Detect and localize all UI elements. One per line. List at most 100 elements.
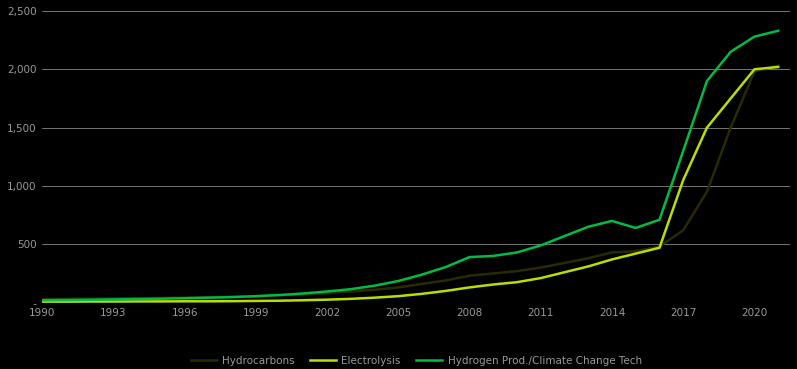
Hydrogen Prod./Climate Change Tech bbox=[678, 149, 688, 153]
Electrolysis bbox=[489, 282, 498, 287]
Electrolysis bbox=[275, 299, 285, 303]
Hydrogen Prod./Climate Change Tech bbox=[702, 79, 712, 83]
Hydrogen Prod./Climate Change Tech bbox=[180, 296, 190, 300]
Hydrogen Prod./Climate Change Tech bbox=[275, 293, 285, 297]
Electrolysis bbox=[108, 299, 118, 304]
Hydrocarbons bbox=[750, 69, 760, 74]
Hydrogen Prod./Climate Change Tech bbox=[583, 225, 593, 229]
Electrolysis bbox=[750, 67, 760, 72]
Hydrogen Prod./Climate Change Tech bbox=[394, 279, 403, 283]
Hydrogen Prod./Climate Change Tech bbox=[132, 297, 142, 301]
Electrolysis bbox=[203, 299, 213, 304]
Line: Hydrogen Prod./Climate Change Tech: Hydrogen Prod./Climate Change Tech bbox=[42, 31, 778, 300]
Electrolysis bbox=[559, 270, 569, 275]
Electrolysis bbox=[61, 299, 71, 304]
Electrolysis bbox=[37, 299, 47, 304]
Hydrocarbons bbox=[370, 287, 379, 292]
Electrolysis bbox=[536, 276, 545, 280]
Hydrogen Prod./Climate Change Tech bbox=[418, 272, 427, 277]
Hydrocarbons bbox=[583, 256, 593, 261]
Hydrogen Prod./Climate Change Tech bbox=[750, 34, 760, 39]
Hydrogen Prod./Climate Change Tech bbox=[84, 297, 94, 302]
Hydrogen Prod./Climate Change Tech bbox=[346, 287, 355, 292]
Electrolysis bbox=[180, 299, 190, 304]
Hydrogen Prod./Climate Change Tech bbox=[489, 254, 498, 258]
Hydrogen Prod./Climate Change Tech bbox=[156, 297, 166, 301]
Hydrogen Prod./Climate Change Tech bbox=[299, 291, 308, 296]
Legend: Hydrocarbons, Electrolysis, Hydrogen Prod./Climate Change Tech: Hydrocarbons, Electrolysis, Hydrogen Pro… bbox=[186, 352, 646, 369]
Electrolysis bbox=[702, 125, 712, 130]
Electrolysis bbox=[299, 298, 308, 303]
Hydrocarbons bbox=[607, 250, 617, 255]
Electrolysis bbox=[583, 264, 593, 269]
Hydrogen Prod./Climate Change Tech bbox=[536, 243, 545, 248]
Hydrocarbons bbox=[489, 271, 498, 276]
Electrolysis bbox=[512, 280, 522, 284]
Hydrocarbons bbox=[773, 63, 783, 68]
Electrolysis bbox=[631, 251, 641, 256]
Hydrogen Prod./Climate Change Tech bbox=[37, 298, 47, 303]
Electrolysis bbox=[678, 178, 688, 182]
Hydrocarbons bbox=[559, 261, 569, 265]
Hydrocarbons bbox=[654, 244, 664, 249]
Electrolysis bbox=[84, 299, 94, 304]
Electrolysis bbox=[465, 285, 474, 290]
Hydrocarbons bbox=[465, 273, 474, 278]
Hydrogen Prod./Climate Change Tech bbox=[512, 250, 522, 255]
Hydrocarbons bbox=[180, 295, 190, 300]
Hydrogen Prod./Climate Change Tech bbox=[607, 219, 617, 223]
Hydrogen Prod./Climate Change Tech bbox=[203, 296, 213, 300]
Electrolysis bbox=[322, 297, 332, 302]
Electrolysis bbox=[394, 294, 403, 299]
Hydrocarbons bbox=[702, 190, 712, 194]
Electrolysis bbox=[441, 289, 450, 293]
Hydrocarbons bbox=[418, 282, 427, 286]
Hydrocarbons bbox=[108, 296, 118, 301]
Electrolysis bbox=[726, 96, 736, 101]
Hydrogen Prod./Climate Change Tech bbox=[370, 283, 379, 288]
Hydrogen Prod./Climate Change Tech bbox=[227, 295, 237, 299]
Hydrogen Prod./Climate Change Tech bbox=[559, 234, 569, 238]
Electrolysis bbox=[607, 257, 617, 262]
Hydrocarbons bbox=[631, 249, 641, 254]
Hydrocarbons bbox=[203, 295, 213, 299]
Hydrocarbons bbox=[227, 294, 237, 299]
Hydrocarbons bbox=[275, 293, 285, 297]
Hydrocarbons bbox=[251, 294, 261, 299]
Hydrocarbons bbox=[299, 292, 308, 297]
Line: Electrolysis: Electrolysis bbox=[42, 67, 778, 301]
Hydrogen Prod./Climate Change Tech bbox=[108, 297, 118, 301]
Electrolysis bbox=[346, 297, 355, 301]
Hydrogen Prod./Climate Change Tech bbox=[654, 218, 664, 222]
Hydrocarbons bbox=[726, 125, 736, 130]
Hydrocarbons bbox=[536, 265, 545, 270]
Electrolysis bbox=[418, 292, 427, 296]
Hydrocarbons bbox=[394, 285, 403, 290]
Electrolysis bbox=[132, 299, 142, 304]
Hydrogen Prod./Climate Change Tech bbox=[322, 289, 332, 294]
Hydrogen Prod./Climate Change Tech bbox=[631, 226, 641, 230]
Hydrocarbons bbox=[132, 296, 142, 300]
Hydrogen Prod./Climate Change Tech bbox=[61, 298, 71, 302]
Hydrocarbons bbox=[346, 289, 355, 294]
Hydrocarbons bbox=[678, 228, 688, 232]
Electrolysis bbox=[654, 245, 664, 250]
Electrolysis bbox=[773, 65, 783, 69]
Hydrocarbons bbox=[61, 297, 71, 301]
Hydrocarbons bbox=[156, 296, 166, 300]
Electrolysis bbox=[156, 299, 166, 304]
Hydrocarbons bbox=[84, 296, 94, 301]
Hydrocarbons bbox=[512, 269, 522, 273]
Hydrogen Prod./Climate Change Tech bbox=[251, 294, 261, 299]
Electrolysis bbox=[370, 296, 379, 300]
Electrolysis bbox=[227, 299, 237, 303]
Hydrocarbons bbox=[322, 291, 332, 295]
Hydrocarbons bbox=[37, 297, 47, 301]
Hydrocarbons bbox=[441, 278, 450, 283]
Hydrogen Prod./Climate Change Tech bbox=[441, 265, 450, 269]
Electrolysis bbox=[251, 299, 261, 303]
Hydrogen Prod./Climate Change Tech bbox=[726, 49, 736, 54]
Hydrogen Prod./Climate Change Tech bbox=[465, 255, 474, 259]
Line: Hydrocarbons: Hydrocarbons bbox=[42, 66, 778, 299]
Hydrogen Prod./Climate Change Tech bbox=[773, 28, 783, 33]
